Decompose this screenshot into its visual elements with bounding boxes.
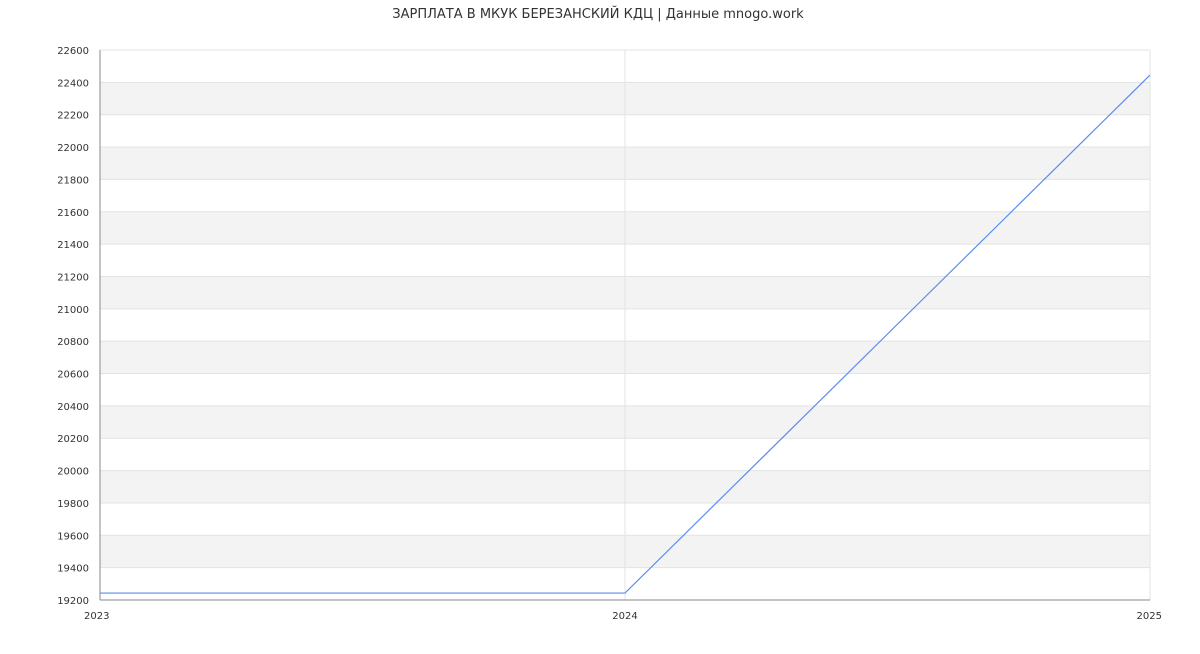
y-tick-label: 19400 [57, 564, 89, 575]
chart-title: ЗАРПЛАТА В МКУК БЕРЕЗАНСКИЙ КДЦ | Данные… [392, 6, 804, 22]
y-tick-label: 22600 [57, 46, 89, 57]
y-tick-label: 20200 [57, 434, 89, 445]
series-line [100, 74, 1151, 594]
x-tick-label: 2024 [612, 611, 637, 622]
y-tick-label: 21200 [57, 272, 89, 283]
y-tick-label: 19200 [57, 596, 89, 607]
x-tick-label: 2025 [1137, 611, 1162, 622]
y-tick-label: 20800 [57, 337, 89, 348]
y-tick-label: 20600 [57, 370, 89, 381]
y-tick-label: 22400 [57, 78, 89, 89]
y-tick-label: 22000 [57, 143, 89, 154]
y-tick-label: 21600 [57, 208, 89, 219]
y-tick-label: 21400 [57, 240, 89, 251]
y-tick-label: 20400 [57, 402, 89, 413]
y-tick-label: 21800 [57, 175, 89, 186]
y-tick-label: 22200 [57, 111, 89, 122]
x-tick-label: 2023 [84, 611, 109, 622]
y-tick-label: 19600 [57, 531, 89, 542]
y-tick-label: 20000 [57, 467, 89, 478]
y-tick-label: 19800 [57, 499, 89, 510]
y-tick-label: 21000 [57, 305, 89, 316]
